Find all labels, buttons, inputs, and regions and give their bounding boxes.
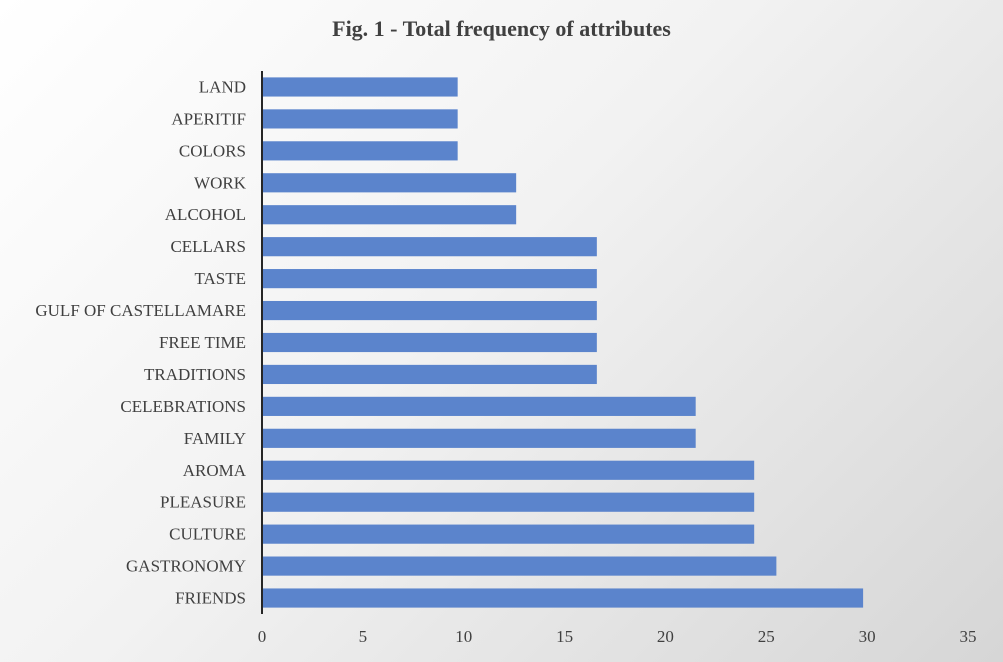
- category-label: CULTURE: [169, 525, 246, 544]
- category-label: APERITIF: [171, 109, 246, 128]
- bar-alcohol: [263, 205, 517, 225]
- x-tick-label: 35: [960, 627, 977, 646]
- bar-family: [263, 428, 696, 448]
- category-label: ALCOHOL: [165, 205, 246, 224]
- category-label: CELLARS: [170, 237, 246, 256]
- x-tick-label: 30: [859, 627, 876, 646]
- bar-gastronomy: [263, 556, 777, 576]
- bar-gulf-of-castellamare: [263, 300, 597, 321]
- bars-group: [263, 77, 864, 608]
- category-label: GASTRONOMY: [126, 557, 246, 576]
- category-labels: FRIENDS GASTRONOMY CULTURE PLEASURE AROMA FAM…: [35, 77, 246, 607]
- x-tick-label: 20: [657, 627, 674, 646]
- bar-friends: [263, 588, 864, 608]
- bar-free-time: [263, 332, 597, 353]
- x-tick-label: 0: [258, 627, 267, 646]
- bar-taste: [263, 269, 597, 289]
- category-label: COLORS: [179, 141, 246, 160]
- category-label: TRADITIONS: [144, 365, 246, 384]
- bar-work: [263, 173, 517, 193]
- x-tick-label: 5: [359, 627, 368, 646]
- x-tick-label: 10: [455, 627, 472, 646]
- bar-pleasure: [263, 492, 755, 512]
- category-label: TASTE: [194, 269, 246, 288]
- category-label: LAND: [199, 77, 246, 96]
- category-label: AROMA: [183, 461, 247, 480]
- x-tick-label: 15: [556, 627, 573, 646]
- bar-traditions: [263, 364, 597, 385]
- bar-cellars: [263, 237, 597, 257]
- bar-land: [263, 77, 458, 97]
- category-label: FREE TIME: [159, 333, 246, 352]
- category-label: GULF OF CASTELLAMARE: [35, 301, 246, 320]
- bar-aroma: [263, 460, 755, 480]
- x-tick-labels: 0 5 10 15 20 25 30 35: [258, 627, 977, 646]
- category-label: FAMILY: [184, 429, 246, 448]
- x-tick-label: 25: [758, 627, 775, 646]
- bar-colors: [263, 141, 458, 161]
- category-label: WORK: [194, 173, 247, 192]
- category-label: CELEBRATIONS: [120, 397, 246, 416]
- category-label: FRIENDS: [175, 589, 246, 608]
- category-label: PLEASURE: [160, 493, 246, 512]
- chart-title: Fig. 1 - Total frequency of attributes: [332, 16, 671, 41]
- bar-aperitif: [263, 109, 458, 129]
- bar-culture: [263, 524, 755, 544]
- bar-celebrations: [263, 396, 696, 416]
